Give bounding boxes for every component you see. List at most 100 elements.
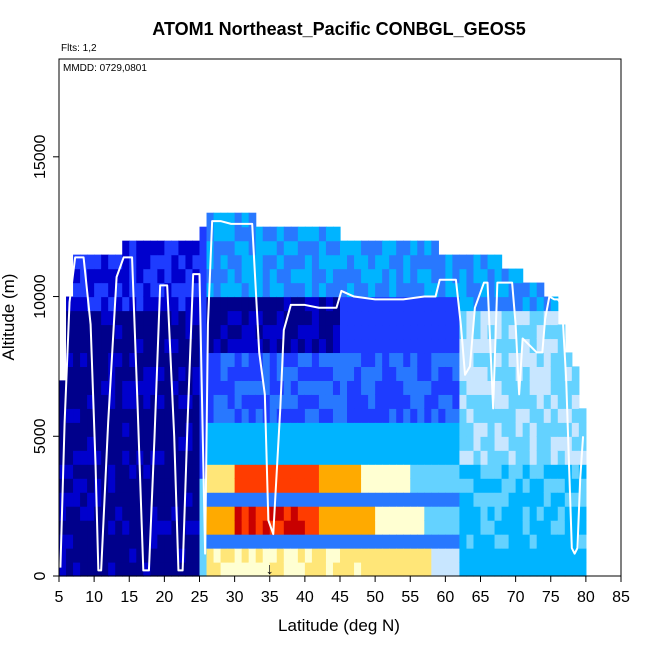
heatmap-cell: [473, 254, 482, 270]
heatmap-cell: [529, 478, 538, 493]
heatmap-cell: [269, 534, 278, 549]
heatmap-cell: [389, 422, 397, 437]
heatmap-cell: [473, 422, 482, 437]
heatmap-cell: [340, 268, 348, 284]
heatmap-cell: [213, 352, 222, 367]
heatmap-cell: [459, 548, 468, 563]
heatmap-cell: [445, 380, 453, 395]
heatmap-cell: [508, 380, 517, 395]
heatmap-cell: [452, 254, 461, 270]
heatmap-cell: [354, 520, 362, 535]
heatmap-cell: [438, 352, 446, 367]
heatmap-cell: [571, 478, 580, 493]
heatmap-cell: [396, 296, 404, 312]
heatmap-cell: [389, 380, 397, 395]
heatmap-cell: [164, 352, 173, 367]
heatmap-cell: [515, 478, 524, 493]
heatmap-cell: [318, 310, 327, 326]
heatmap-cell: [290, 324, 299, 340]
heatmap-cell: [304, 310, 313, 326]
heatmap-cell: [340, 534, 348, 549]
heatmap-cell: [564, 534, 573, 549]
heatmap-cell: [227, 366, 236, 381]
heatmap-cell: [529, 548, 538, 563]
heatmap-cell: [382, 548, 390, 563]
heatmap-cell: [178, 310, 187, 326]
heatmap-cell: [185, 436, 194, 451]
heatmap-cell: [347, 562, 355, 577]
heatmap-cell: [452, 492, 461, 507]
heatmap-cell: [199, 352, 208, 367]
heatmap-cell: [578, 562, 587, 577]
heatmap-cell: [557, 380, 566, 395]
heatmap-cell: [304, 478, 313, 493]
heatmap-cell: [431, 268, 439, 284]
heatmap-cell: [150, 534, 158, 549]
heatmap-cell: [354, 450, 362, 465]
heatmap-cell: [318, 450, 327, 465]
heatmap-cell: [255, 240, 264, 256]
heatmap-cell: [452, 520, 461, 535]
heatmap-cell: [424, 254, 432, 270]
heatmap-cell: [480, 436, 489, 451]
heatmap-cell: [424, 562, 432, 577]
heatmap-cell: [129, 548, 137, 563]
heatmap-cell: [368, 324, 376, 340]
heatmap-cell: [543, 422, 552, 437]
heatmap-cell: [129, 450, 137, 465]
heatmap-cell: [164, 380, 173, 395]
heatmap-cell: [192, 338, 201, 354]
heatmap-cell: [529, 380, 538, 395]
heatmap-cell: [297, 282, 306, 298]
heatmap-cell: [578, 478, 587, 493]
heatmap-cell: [487, 324, 496, 340]
heatmap-cell: [241, 520, 250, 535]
heatmap-cell: [480, 534, 489, 549]
heatmap-cell: [459, 492, 468, 507]
y-tick-label: 10000: [32, 274, 49, 319]
heatmap-cell: [508, 366, 517, 381]
heatmap-cell: [431, 324, 439, 340]
heatmap-cell: [543, 464, 552, 479]
heatmap-cell: [487, 548, 496, 563]
heatmap-cell: [480, 338, 489, 354]
heatmap-cell: [487, 520, 496, 535]
heatmap-cell: [459, 366, 468, 381]
heatmap-cell: [157, 422, 165, 437]
heatmap-cell: [66, 408, 74, 423]
heatmap-cell: [347, 366, 355, 381]
heatmap-cell: [375, 380, 383, 395]
heatmap-cell: [248, 268, 257, 284]
heatmap-cell: [311, 310, 320, 326]
heatmap-cell: [206, 548, 215, 563]
heatmap-cell: [115, 408, 123, 423]
heatmap-cell: [311, 352, 320, 367]
heatmap-cell: [185, 506, 194, 521]
heatmap-cell: [501, 394, 510, 409]
heatmap-cell: [529, 282, 538, 298]
heatmap-cell: [87, 268, 95, 284]
heatmap-cell: [59, 562, 67, 577]
heatmap-cell: [417, 338, 425, 354]
heatmap-cell: [283, 562, 292, 577]
heatmap-cell: [557, 548, 566, 563]
heatmap-cell: [297, 534, 306, 549]
heatmap-cell: [87, 436, 95, 451]
heatmap-cell: [157, 394, 165, 409]
heatmap-cell: [375, 240, 383, 256]
heatmap-cell: [325, 478, 334, 493]
heatmap-cell: [403, 380, 411, 395]
heatmap-cell: [452, 408, 461, 423]
heatmap-cell: [529, 408, 538, 423]
heatmap-cell: [213, 226, 222, 242]
heatmap-cell: [354, 534, 362, 549]
heatmap-cell: [108, 310, 116, 326]
heatmap-cell: [424, 534, 432, 549]
heatmap-cell: [332, 408, 341, 423]
latitude-marker-arrow: ↓: [266, 561, 274, 578]
heatmap-cell: [347, 520, 355, 535]
heatmap-cell: [164, 408, 173, 423]
heatmap-cell: [241, 324, 250, 340]
heatmap-cell: [564, 394, 573, 409]
heatmap-cell: [262, 408, 271, 423]
